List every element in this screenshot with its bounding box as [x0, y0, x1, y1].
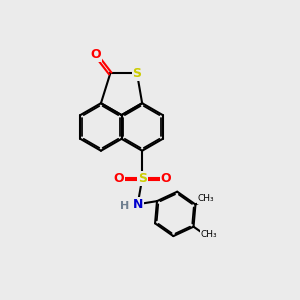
Text: O: O — [90, 48, 101, 61]
Text: S: S — [133, 67, 142, 80]
Text: O: O — [113, 172, 124, 185]
Text: S: S — [138, 172, 147, 185]
Text: N: N — [133, 198, 143, 211]
Text: O: O — [160, 172, 171, 185]
Text: CH₃: CH₃ — [198, 194, 214, 203]
Text: CH₃: CH₃ — [201, 230, 217, 239]
Text: H: H — [120, 201, 129, 211]
